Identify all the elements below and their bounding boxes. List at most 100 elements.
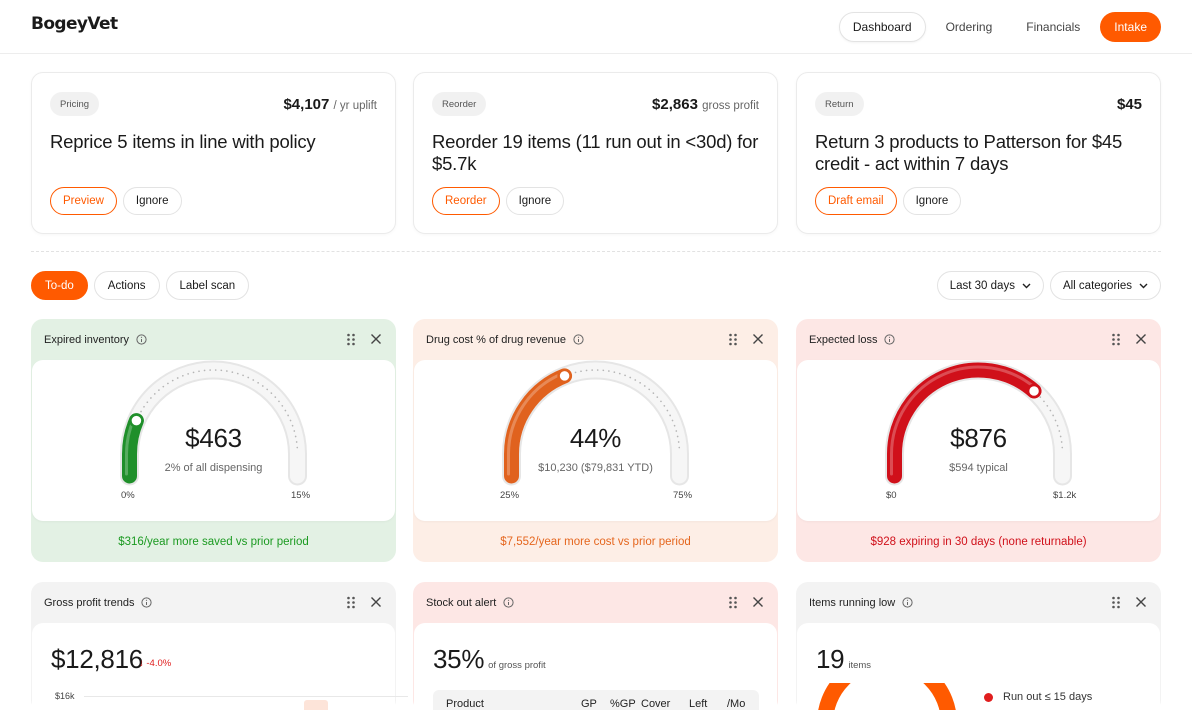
widget-drug-cost: Drug cost % of drug revenue 44% $10,230 … <box>413 319 778 562</box>
widget-title: Items running low <box>809 596 896 609</box>
reorder-button[interactable]: Reorder <box>432 187 500 215</box>
ignore-button[interactable]: Ignore <box>902 187 962 215</box>
info-icon[interactable] <box>141 597 153 608</box>
action-card-reorder: Reorder $2,863 gross profit Reorder 19 i… <box>413 72 778 234</box>
column-header-product[interactable]: Product <box>446 698 484 710</box>
filters: Last 30 days All categories <box>931 271 1161 300</box>
drag-handle-icon[interactable] <box>346 333 356 346</box>
widget-footer: $928 expiring in 30 days (none returnabl… <box>870 535 1087 548</box>
nav-financials[interactable]: Financials <box>1026 20 1081 34</box>
draft-email-button[interactable]: Draft email <box>815 187 897 215</box>
column-header-left[interactable]: Left <box>689 698 708 710</box>
card-tag: Pricing <box>50 92 100 116</box>
gauge-max-label: 15% <box>291 490 311 501</box>
chevron-down-icon <box>1022 283 1031 288</box>
close-icon[interactable] <box>370 333 382 345</box>
donut-chart <box>818 683 956 710</box>
widget-footer: $7,552/year more cost vs prior period <box>500 535 691 548</box>
main-nav: Dashboard Ordering Financials Intake <box>833 12 1161 42</box>
gauge-min-label: 0% <box>121 490 135 501</box>
chart-bar <box>304 700 328 710</box>
gauge-subtitle: $10,230 ($79,831 YTD) <box>538 462 653 474</box>
card-title: Return 3 products to Patterson for $45 c… <box>815 131 1123 174</box>
card-title: Reprice 5 items in line with policy <box>50 131 316 152</box>
gauge-knob <box>1026 383 1042 399</box>
card-tag: Return <box>815 92 864 116</box>
card-tag: Reorder <box>432 92 487 116</box>
drag-handle-icon[interactable] <box>728 333 738 346</box>
running-low-value: 19 items <box>816 644 872 674</box>
info-icon[interactable] <box>503 597 514 608</box>
legend-item: Run out ≤ 15 days <box>984 691 1092 703</box>
gridline <box>84 696 408 697</box>
drag-handle-icon[interactable] <box>1111 596 1121 609</box>
axis-tick-label: $16k <box>55 691 75 701</box>
period-select[interactable]: Last 30 days <box>936 271 1044 300</box>
widget-title: Drug cost % of drug revenue <box>426 333 567 346</box>
info-icon[interactable] <box>902 597 913 608</box>
card-title: Reorder 19 items (11 run out in <30d) fo… <box>432 131 759 174</box>
logo[interactable]: BogeyVet <box>31 14 118 34</box>
tab-actions[interactable]: Actions <box>93 271 160 300</box>
info-icon[interactable] <box>136 334 147 345</box>
category-select[interactable]: All categories <box>1049 271 1161 300</box>
stock-out-value: 35% of gross profit <box>433 644 546 674</box>
gauge-subtitle: 2% of all dispensing <box>164 462 263 474</box>
gauge-value-arc <box>887 362 1042 484</box>
gauge-knob <box>557 368 572 384</box>
gross-profit-value: $12,816 <box>51 644 143 674</box>
gauge-max-label: 75% <box>673 490 693 501</box>
card-amount: $45 <box>1116 96 1142 113</box>
action-card-return: Return $45 Return 3 products to Patterso… <box>796 72 1161 234</box>
nav-intake-button[interactable]: Intake <box>1100 12 1161 42</box>
close-icon[interactable] <box>752 333 764 345</box>
info-icon[interactable] <box>884 334 896 345</box>
gauge-min-label: $0 <box>886 490 897 501</box>
legend-dot <box>984 692 993 702</box>
gauge-highlight <box>890 365 1038 476</box>
widget-footer: $316/year more saved vs prior period <box>118 535 309 548</box>
tab-label-scan[interactable]: Label scan <box>165 271 250 300</box>
gauge-value-arc <box>504 368 573 484</box>
widget-title: Stock out alert <box>426 596 497 609</box>
action-card-pricing: Pricing $4,107 / yr uplift Reprice 5 ite… <box>31 72 396 234</box>
nav-dashboard[interactable]: Dashboard <box>838 12 926 42</box>
widget-gross-profit-trends: Gross profit trends $12,816 ↓ -4.0% $16k <box>31 582 408 710</box>
top-header: BogeyVet Dashboard Ordering Financials I… <box>0 0 1192 54</box>
widget-title: Gross profit trends <box>44 596 135 609</box>
nav-ordering[interactable]: Ordering <box>945 20 993 34</box>
ignore-button[interactable]: Ignore <box>505 187 565 215</box>
drag-handle-icon[interactable] <box>728 596 738 609</box>
close-icon[interactable] <box>1135 333 1147 345</box>
drag-handle-icon[interactable] <box>346 596 356 609</box>
close-icon[interactable] <box>752 596 764 608</box>
column-header-pct-gp[interactable]: %GP <box>610 698 636 710</box>
widget-title: Expected loss <box>809 333 878 346</box>
chevron-down-icon <box>1139 283 1148 288</box>
gauge-max-label: $1.2k <box>1053 490 1077 501</box>
close-icon[interactable] <box>1135 596 1147 608</box>
close-icon[interactable] <box>370 596 382 608</box>
gauge-min-label: 25% <box>500 490 520 501</box>
info-icon[interactable] <box>573 334 584 345</box>
widget-items-running-low: Items running low 19 items Run out ≤ 15 d… <box>796 582 1161 710</box>
widget-stock-out-alert: Stock out alert 35% of gross profit Produ… <box>413 582 778 710</box>
gross-profit-delta: ↓ -4.0% <box>139 658 172 669</box>
drag-handle-icon[interactable] <box>1111 333 1121 346</box>
preview-button[interactable]: Preview <box>50 187 117 215</box>
card-amount: $2,863 gross profit <box>652 96 759 113</box>
widget-expired-inventory: Expired inventory $463 2% of all dispens… <box>31 319 396 562</box>
column-header-per-month[interactable]: /Mo <box>727 698 746 710</box>
tab-todo[interactable]: To-do <box>31 271 88 300</box>
column-header-cover[interactable]: Cover <box>641 698 671 710</box>
gauge-value: 44% <box>569 423 622 453</box>
widget-title: Expired inventory <box>44 333 129 346</box>
gauge-subtitle: $594 typical <box>949 462 1008 474</box>
column-header-gp[interactable]: GP <box>581 698 597 710</box>
gauge-knob <box>129 413 144 428</box>
ignore-button[interactable]: Ignore <box>122 187 182 215</box>
stock-out-table-header: Product GP %GP Cover Left /Mo <box>433 690 759 710</box>
card-amount: $4,107 / yr uplift <box>283 96 377 113</box>
view-tabs: To-do Actions Label scan <box>31 271 255 300</box>
gauge-highlight <box>507 371 565 476</box>
